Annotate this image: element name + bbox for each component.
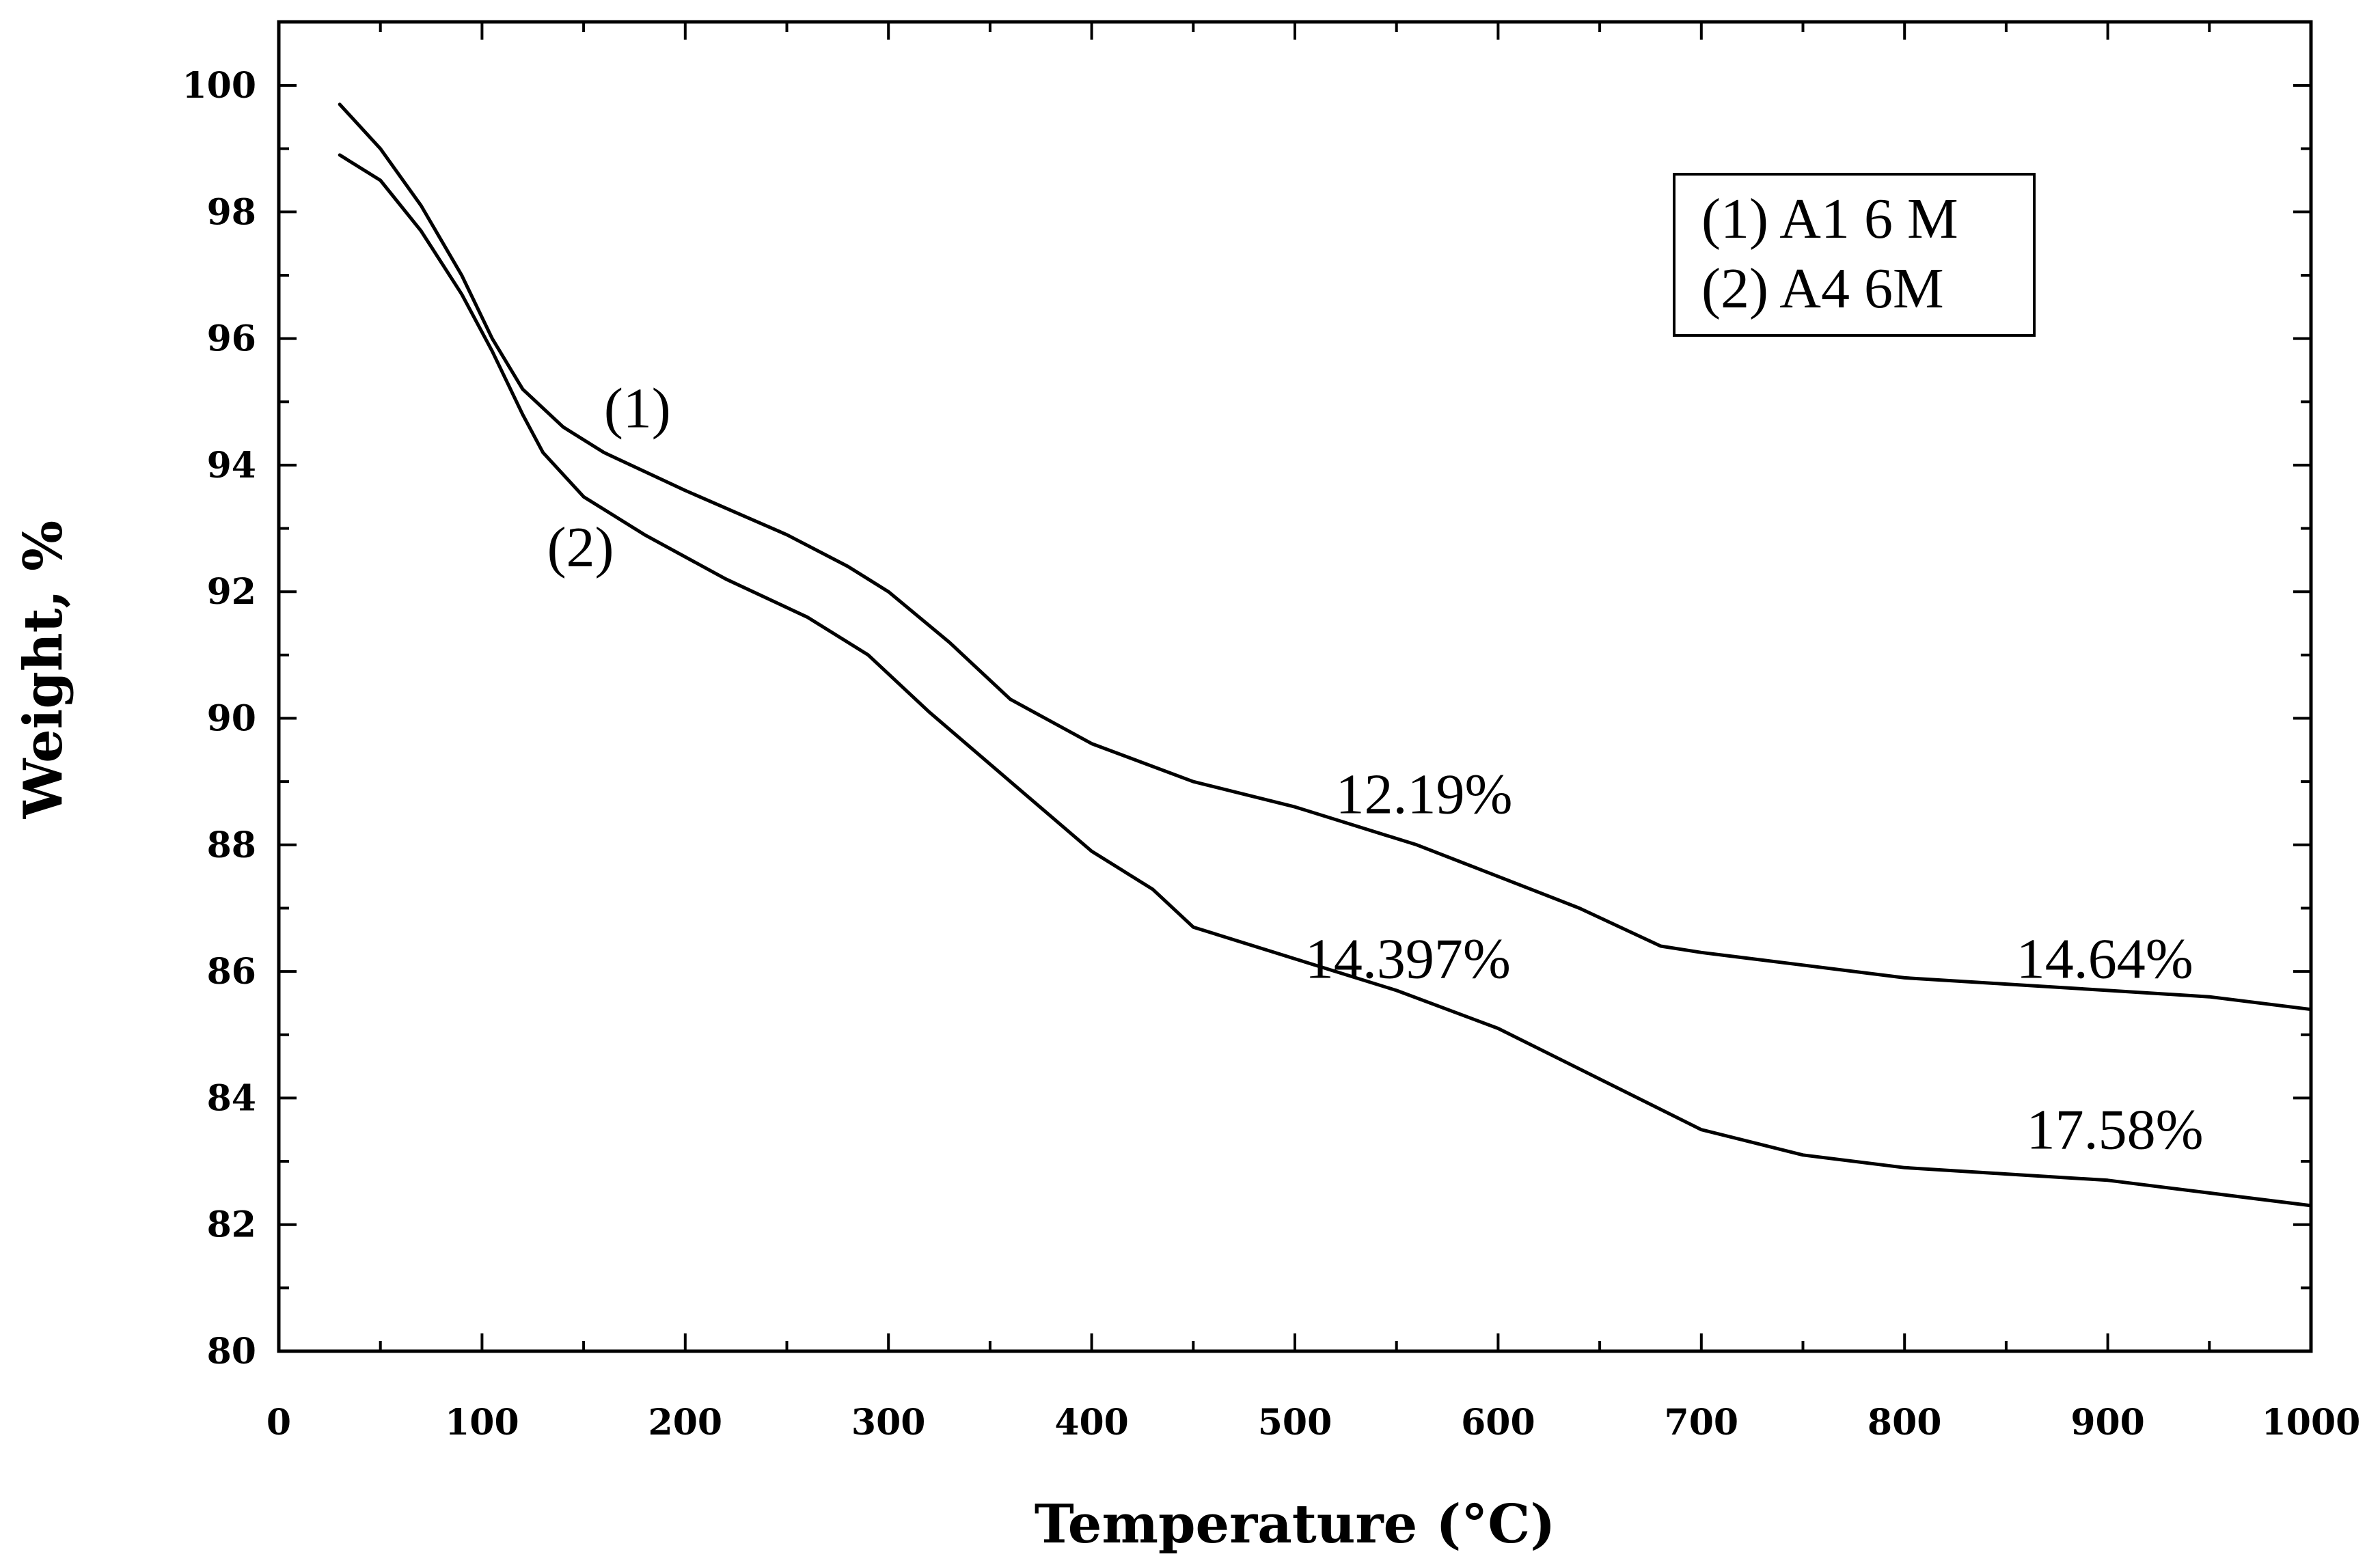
- annotation-label: 17.58%: [2027, 1098, 2204, 1162]
- y-tick-label: 100: [182, 65, 256, 107]
- annotation-label: (1): [604, 376, 671, 440]
- legend-entry-1: (1) A1 6 M: [1701, 187, 1958, 251]
- y-tick-label: 82: [207, 1204, 256, 1246]
- annotations: 12.19% 14.397% 14.64% 17.58% (1) (2): [547, 376, 2204, 1161]
- x-tick-label: 100: [445, 1402, 519, 1443]
- legend-box: [1673, 173, 2036, 337]
- x-axis-ticks: [277, 22, 2312, 1351]
- y-tick-label: 90: [207, 698, 256, 740]
- x-tick-label: 800: [1868, 1402, 1942, 1443]
- series-line-2: [338, 153, 2313, 1208]
- x-tick-label: 700: [1665, 1402, 1739, 1443]
- series-line-1: [338, 102, 2313, 1012]
- x-tick-label: 200: [648, 1402, 723, 1443]
- y-tick-label: 84: [207, 1077, 256, 1119]
- y-tick-label: 80: [207, 1331, 256, 1372]
- x-tick-label: 500: [1258, 1402, 1332, 1443]
- legend-entry-2: (2) A4 6M: [1701, 257, 1944, 320]
- x-axis-title: Temperature (°C): [1035, 1493, 1556, 1555]
- y-tick-label: 86: [207, 951, 256, 993]
- x-tick-label: 600: [1461, 1402, 1535, 1443]
- y-axis-tick-labels: 80 82 84 86 88 90 92 94 96 98 100: [182, 65, 256, 1372]
- series-lines: [338, 102, 2313, 1208]
- y-axis-ticks: [279, 20, 2311, 1353]
- y-axis-title: Weight, %: [12, 521, 74, 819]
- x-tick-label: 0: [266, 1402, 291, 1443]
- y-tick-label: 92: [207, 571, 256, 613]
- x-tick-label: 900: [2070, 1402, 2145, 1443]
- y-tick-label: 88: [207, 825, 256, 866]
- x-tick-label: 400: [1054, 1402, 1129, 1443]
- annotation-label: 12.19%: [1335, 762, 1512, 826]
- annotation-label: 14.397%: [1305, 927, 1511, 991]
- x-axis-tick-labels: 0 100 200 300 400 500 600 700 800 900 1000: [266, 1402, 2360, 1443]
- annotation-label: (2): [547, 516, 614, 579]
- legend: (1) A1 6 M (2) A4 6M: [1673, 173, 2036, 337]
- x-tick-label: 1000: [2262, 1402, 2361, 1443]
- x-tick-label: 300: [851, 1402, 926, 1443]
- annotation-label: 14.64%: [2016, 927, 2193, 991]
- y-tick-label: 98: [207, 191, 256, 233]
- y-tick-label: 94: [207, 445, 256, 486]
- y-tick-label: 96: [207, 318, 256, 360]
